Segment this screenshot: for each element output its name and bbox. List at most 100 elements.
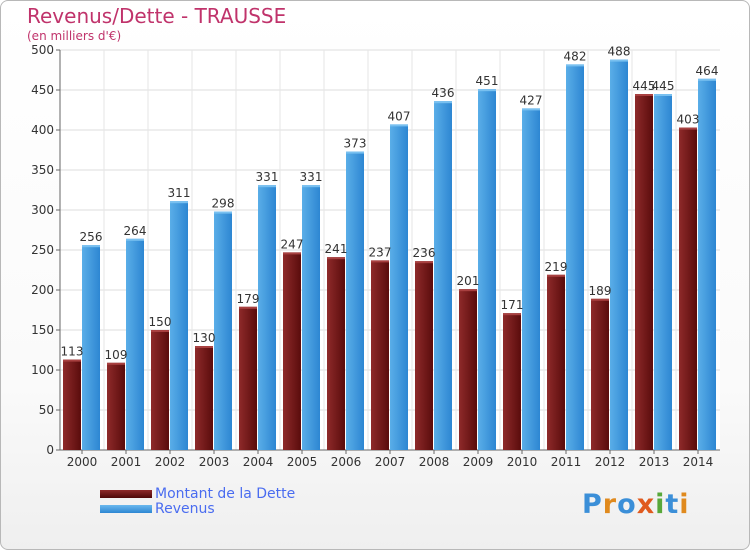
x-tick-label: 2002 — [155, 455, 186, 469]
data-label-revenue: 488 — [608, 45, 631, 59]
legend-item-debt: Montant de la Dette — [100, 486, 295, 502]
y-tick-label: 500 — [31, 43, 54, 57]
bar-debt — [63, 359, 81, 450]
legend: Montant de la Dette Revenus — [100, 486, 295, 517]
bar-debt — [283, 252, 301, 450]
bar-revenue — [302, 185, 320, 450]
bar-revenue-cap — [258, 185, 276, 188]
axes: 0 50 100 150 200 250 300 350 400 450 500 2000 2001 20… — [31, 43, 720, 469]
data-label-revenue: 264 — [124, 224, 147, 238]
bar-revenue-cap — [654, 94, 672, 96]
bar-revenue — [698, 78, 716, 451]
proxiti-logo: Proxiti — [582, 489, 690, 520]
data-label-revenue: 427 — [520, 93, 543, 107]
x-tick-label: 2014 — [683, 455, 714, 469]
logo-letter: t — [665, 489, 680, 520]
bar-debt — [591, 298, 609, 450]
x-tick-label: 2013 — [639, 455, 670, 469]
x-tick-label: 2008 — [419, 455, 450, 469]
data-label-debt: 150 — [149, 315, 172, 329]
bar-debt-cap — [503, 313, 521, 316]
bar-debt — [107, 362, 125, 450]
bar-debt — [679, 127, 697, 450]
data-label-debt: 179 — [237, 292, 260, 306]
bar-revenue — [346, 151, 364, 450]
legend-item-revenue: Revenus — [100, 500, 295, 517]
bar-debt — [151, 330, 169, 450]
bar-debt — [327, 257, 345, 450]
bar-debt — [503, 313, 521, 450]
bar-revenue-cap — [126, 238, 144, 241]
logo-letter: o — [617, 489, 637, 520]
legend-swatch-debt — [100, 489, 152, 498]
chart-subtitle: (en milliers d'€) — [27, 29, 122, 43]
bars — [63, 59, 716, 451]
x-tick-label: 2011 — [551, 455, 582, 469]
data-label-debt: 189 — [589, 284, 612, 298]
bar-revenue-cap — [82, 245, 100, 248]
legend-swatch-revenue — [100, 504, 152, 513]
data-label-revenue: 436 — [432, 86, 455, 100]
bar-debt-cap — [547, 274, 565, 277]
data-label-debt: 201 — [457, 274, 480, 288]
bar-revenue-cap — [434, 101, 452, 104]
bar-debt-cap — [415, 261, 433, 264]
data-label-debt: 219 — [545, 260, 568, 274]
bar-revenue-cap — [478, 89, 496, 92]
chart-title: Revenus/Dette - TRAUSSE — [27, 4, 287, 28]
x-tick-label: 2004 — [243, 455, 274, 469]
legend-label-revenue: Revenus — [155, 500, 215, 517]
data-label-revenue: 311 — [168, 186, 191, 200]
data-label-debt: 109 — [105, 348, 128, 362]
y-tick-label: 100 — [31, 363, 54, 377]
data-label-debt: 130 — [193, 331, 216, 345]
data-label-revenue: 298 — [212, 197, 235, 211]
bar-revenue — [82, 245, 100, 450]
bar-revenue-cap — [390, 124, 408, 127]
bar-revenue — [214, 211, 232, 450]
bar-revenue-cap — [214, 211, 232, 214]
bar-debt — [371, 260, 389, 450]
data-label-debt: 236 — [413, 246, 436, 260]
data-label-revenue: 464 — [696, 64, 719, 78]
data-label-debt: 171 — [501, 298, 524, 312]
bar-debt-cap — [635, 94, 653, 96]
data-label-debt: 445 — [633, 79, 656, 93]
bar-debt — [459, 289, 477, 450]
bar-debt-cap — [239, 306, 257, 309]
bar-debt-cap — [195, 346, 213, 348]
x-tick-label: 2007 — [375, 455, 406, 469]
bar-revenue — [610, 59, 628, 450]
data-label-revenue: 331 — [256, 170, 279, 184]
y-tick-label: 350 — [31, 163, 54, 177]
bar-revenue-cap — [302, 185, 320, 188]
bar-revenue-cap — [610, 59, 628, 62]
bar-debt-cap — [679, 127, 697, 130]
bar-revenue — [478, 89, 496, 450]
bar-debt — [195, 346, 213, 450]
data-label-debt: 237 — [369, 245, 392, 259]
x-tick-label: 2010 — [507, 455, 538, 469]
y-tick-label: 400 — [31, 123, 54, 137]
bar-debt-cap — [283, 252, 301, 255]
bar-revenue — [566, 64, 584, 451]
data-label-revenue: 331 — [300, 170, 323, 184]
bar-revenue — [522, 108, 540, 451]
bar-revenue-cap — [566, 64, 584, 67]
data-label-revenue: 407 — [388, 109, 411, 123]
x-tick-label: 2009 — [463, 455, 494, 469]
y-tick-label: 250 — [31, 243, 54, 257]
bar-debt-cap — [63, 359, 81, 362]
bar-revenue-cap — [522, 108, 540, 111]
data-label-debt: 247 — [281, 237, 304, 251]
bar-revenue — [654, 94, 672, 450]
bar-revenue — [170, 201, 188, 450]
data-label-revenue: 445 — [652, 79, 675, 93]
bar-revenue-cap — [170, 201, 188, 204]
bar-revenue-cap — [698, 78, 716, 81]
bar-debt-cap — [591, 298, 609, 301]
bar-revenue — [258, 185, 276, 450]
bar-debt — [635, 94, 653, 450]
bar-debt-cap — [151, 330, 169, 332]
